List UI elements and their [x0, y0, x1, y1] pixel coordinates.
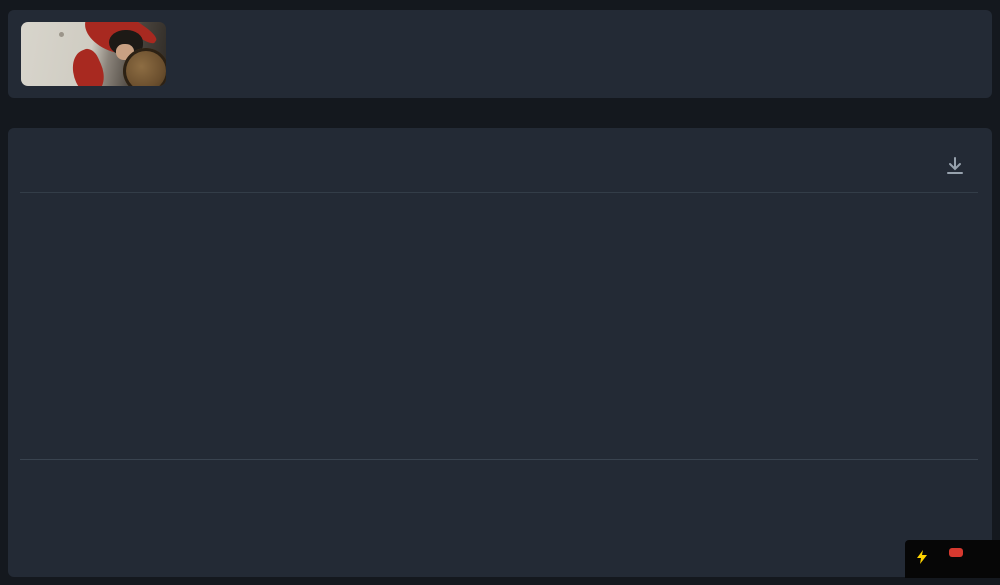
stat-24h-peak: [441, 54, 716, 55]
player-chart-panel: [8, 128, 992, 577]
capsule-detail: [59, 32, 64, 37]
stat-alltime-peak: [717, 54, 992, 55]
download-icon[interactable]: [944, 155, 966, 177]
chart-navigator[interactable]: [20, 459, 978, 509]
stat-current-players: [166, 54, 441, 55]
players-line-chart[interactable]: [20, 192, 978, 405]
red-splash-art: [65, 45, 111, 86]
app-stats-header: [8, 10, 992, 98]
game-capsule-image[interactable]: [21, 22, 166, 86]
shield-art: [123, 48, 166, 86]
gamepad-icon: [949, 548, 963, 557]
dianwanmi-watermark-logo: [905, 540, 1000, 578]
lightning-icon: [917, 550, 927, 564]
